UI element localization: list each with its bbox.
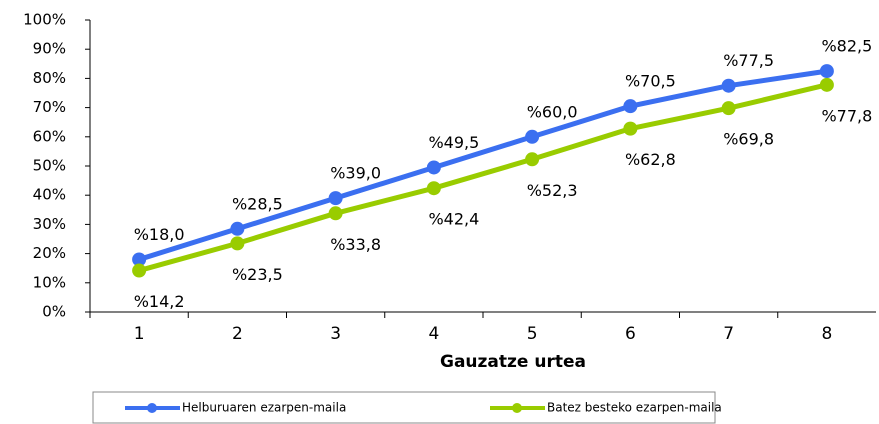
data-label: %14,2 (134, 292, 185, 311)
marker (132, 252, 147, 267)
data-label: %69,8 (723, 130, 774, 149)
marker (525, 152, 540, 167)
x-tick-label: 2 (232, 324, 243, 344)
marker (230, 236, 245, 251)
y-tick-label: 70% (33, 98, 66, 116)
y-tick-label: 100% (23, 11, 66, 29)
data-label: %52,3 (527, 181, 578, 200)
y-tick-label: 20% (33, 244, 66, 262)
legend-marker (147, 403, 157, 413)
x-tick-label: 8 (821, 324, 832, 344)
y-tick-label: 50% (33, 157, 66, 175)
marker (230, 221, 245, 236)
marker (819, 64, 834, 79)
data-label: %28,5 (232, 194, 283, 213)
data-label: %82,5 (821, 37, 872, 56)
data-label: %49,5 (428, 133, 479, 152)
marker (721, 101, 736, 116)
series-line (138, 82, 828, 273)
marker (623, 99, 638, 114)
data-label: %33,8 (330, 235, 381, 254)
data-label: %77,5 (723, 51, 774, 70)
data-label: %18,0 (134, 225, 185, 244)
data-label: %23,5 (232, 265, 283, 284)
legend-marker (512, 403, 522, 413)
data-label: %42,4 (428, 210, 479, 229)
marker (426, 160, 441, 175)
y-tick-label: 80% (33, 69, 66, 87)
legend-label: Helburuaren ezarpen-maila (182, 401, 346, 415)
data-label: %77,8 (821, 106, 872, 125)
data-label: %62,8 (625, 150, 676, 169)
data-label: %39,0 (330, 164, 381, 183)
x-axis-title: Gauzatze urtea (440, 352, 586, 372)
x-tick-label: 6 (625, 324, 636, 344)
marker (132, 263, 147, 278)
series-line (138, 68, 828, 262)
x-tick-label: 1 (134, 324, 145, 344)
marker (328, 206, 343, 221)
y-tick-label: 0% (42, 303, 66, 321)
x-tick-label: 7 (723, 324, 734, 344)
x-tick-label: 5 (527, 324, 538, 344)
y-tick-label: 40% (33, 186, 66, 204)
marker (819, 77, 834, 92)
x-tick-label: 4 (428, 324, 439, 344)
x-tick-label: 3 (330, 324, 341, 344)
y-tick-label: 60% (33, 127, 66, 145)
marker (426, 181, 441, 196)
legend-box (92, 391, 716, 424)
marker (328, 191, 343, 206)
y-tick-label: 90% (33, 40, 66, 58)
marker (623, 121, 638, 136)
y-tick-label: 30% (33, 215, 66, 233)
marker (525, 129, 540, 144)
marker (721, 78, 736, 93)
legend-label: Batez besteko ezarpen-maila (547, 401, 722, 415)
data-label: %70,5 (625, 72, 676, 91)
data-label: %60,0 (527, 102, 578, 121)
y-tick-label: 10% (33, 273, 66, 291)
